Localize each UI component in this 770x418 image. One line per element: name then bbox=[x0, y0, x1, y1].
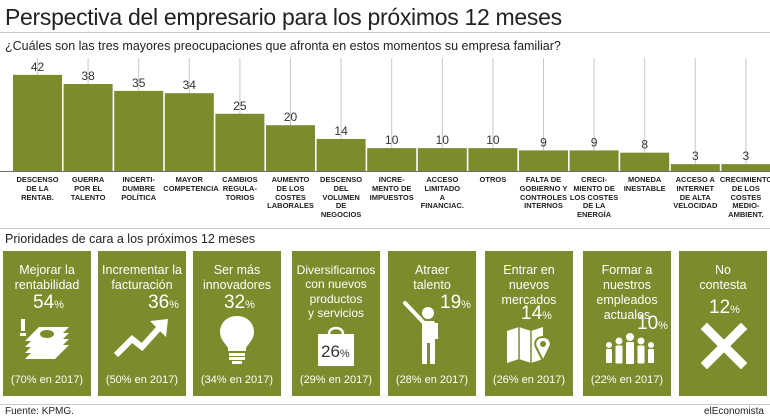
card-previous-value: (70% en 2017) bbox=[10, 374, 84, 386]
card-percentage: 19% bbox=[440, 292, 471, 313]
card-previous-value: (34% en 2017) bbox=[200, 374, 274, 386]
bar bbox=[114, 90, 164, 171]
people-group-icon bbox=[606, 333, 654, 364]
person-pointing-icon bbox=[403, 301, 438, 364]
bar-value-label: 3 bbox=[743, 149, 750, 163]
category-label: CAMBIOS REGULA- TORIOS bbox=[222, 175, 258, 202]
bar-value-label: 10 bbox=[436, 133, 450, 147]
shopping-bag-icon bbox=[318, 326, 354, 366]
bar bbox=[367, 148, 417, 171]
category-label: INCERTI- DUMBRE POLÍTICA bbox=[121, 175, 157, 202]
bar bbox=[721, 164, 770, 171]
card-label: No contesta bbox=[699, 263, 747, 292]
bar bbox=[670, 164, 720, 171]
card-label: Entrar en nuevos mercados bbox=[501, 263, 557, 307]
bar-value-label: 8 bbox=[641, 138, 648, 152]
bar bbox=[13, 74, 62, 171]
category-label: DESCENSO DEL VOLUMEN DE NEGOCIOS bbox=[320, 175, 363, 220]
bar bbox=[266, 125, 315, 171]
category-label: ACCESO LIMITADO A FINANCIAC. bbox=[420, 175, 464, 211]
card-percentage: 26% bbox=[321, 342, 350, 361]
bar bbox=[468, 148, 518, 171]
card-percentage: 10% bbox=[637, 313, 668, 334]
cross-icon bbox=[701, 323, 747, 369]
card-label: Ser más innovadores bbox=[202, 263, 272, 292]
bar-value-label: 10 bbox=[486, 133, 500, 147]
card-previous-value: (26% en 2017) bbox=[492, 374, 566, 386]
card-label: Diversificarnos con nuevos productos y s… bbox=[296, 263, 376, 321]
card-percentage: 36% bbox=[148, 292, 179, 313]
money-icon bbox=[20, 319, 69, 359]
bar bbox=[63, 84, 113, 171]
priority-card-formacion: Formar a nuestros empleados actuales 10%… bbox=[583, 251, 671, 396]
priority-card-talento: Atraer talento 19% (28% en 2017) bbox=[388, 251, 476, 396]
brand-name: elEconomista bbox=[703, 406, 764, 417]
footer-divider bbox=[0, 404, 770, 405]
card-label: Incrementar la facturación bbox=[102, 263, 182, 292]
card-percentage: 54% bbox=[33, 292, 64, 313]
priority-card-diversificar: Diversificarnos con nuevos productos y s… bbox=[292, 251, 380, 396]
bar-value-label: 3 bbox=[692, 149, 699, 163]
card-previous-value: (50% en 2017) bbox=[105, 374, 179, 386]
category-label: ACCESO A INTERNET DE ALTA VELOCIDAD bbox=[673, 175, 718, 211]
card-percentage: 14% bbox=[521, 303, 552, 324]
title-divider bbox=[0, 32, 770, 33]
lightbulb-icon bbox=[220, 316, 254, 364]
bar-value-label: 14 bbox=[334, 124, 348, 138]
bar bbox=[519, 150, 568, 171]
bar-chart: 42 38 35 34 25 20 14 10 10 10 9 9 8 3 3 bbox=[0, 58, 770, 172]
priority-card-no-contesta: No contesta 12% bbox=[679, 251, 767, 396]
category-label: MONEDA INESTABLE bbox=[623, 175, 666, 193]
category-label: AUMENTO DE LOS COSTES LABORALES bbox=[267, 175, 314, 211]
bar-value-label: 25 bbox=[233, 99, 247, 113]
card-previous-value: (22% en 2017) bbox=[590, 374, 664, 386]
chart-subtitle: ¿Cuáles son las tres mayores preocupacio… bbox=[5, 39, 561, 53]
priority-card-innovadores: Ser más innovadores 32% (34% en 2017) bbox=[193, 251, 281, 396]
priorities-title: Prioridades de cara a los próximos 12 me… bbox=[5, 232, 256, 246]
bar bbox=[569, 150, 619, 171]
category-label: CRECIMIENTO DE LOS COSTES MEDIO- AMBIENT… bbox=[719, 175, 770, 220]
category-label: OTROS bbox=[479, 175, 507, 184]
card-previous-value: (28% en 2017) bbox=[395, 374, 469, 386]
bar bbox=[316, 138, 366, 171]
priority-card-rentabilidad: Mejorar la rentabilidad 54% (70% en 2017… bbox=[3, 251, 91, 396]
bar bbox=[620, 152, 670, 171]
page-title: Perspectiva del empresario para los próx… bbox=[5, 4, 562, 30]
bar bbox=[417, 148, 467, 171]
priority-card-mercados: Entrar en nuevos mercados 14% (26% en 20… bbox=[485, 251, 573, 396]
bar-value-label: 9 bbox=[540, 135, 547, 149]
category-label: GUERRA POR EL TALENTO bbox=[70, 175, 106, 202]
category-label: INCRE- MENTO DE IMPUESTOS bbox=[369, 175, 414, 202]
card-percentage: 12% bbox=[709, 297, 740, 318]
category-label: MAYOR COMPETENCIA bbox=[163, 175, 219, 193]
card-label: Formar a nuestros empleados actuales bbox=[596, 263, 658, 322]
section-divider bbox=[0, 228, 770, 229]
source-note: Fuente: KPMG. bbox=[5, 406, 74, 417]
priority-card-facturacion: Incrementar la facturación 36% (50% en 2… bbox=[98, 251, 186, 396]
card-percentage: 32% bbox=[224, 292, 255, 313]
bar-value-label: 38 bbox=[81, 69, 95, 83]
card-previous-value: (29% en 2017) bbox=[299, 374, 373, 386]
category-label: DESCENSO DE LA RENTAB. bbox=[16, 175, 59, 202]
bar-value-label: 10 bbox=[385, 133, 399, 147]
bar bbox=[164, 93, 214, 171]
card-label: Mejorar la rentabilidad bbox=[14, 263, 80, 292]
bar-value-label: 42 bbox=[31, 60, 45, 74]
map-pin-icon bbox=[507, 327, 552, 364]
bar-value-label: 35 bbox=[132, 76, 146, 90]
category-label: FALTA DE GOBIERNO Y CONTROLES INTERNOS bbox=[519, 175, 568, 211]
bar-value-label: 9 bbox=[591, 135, 598, 149]
trend-up-icon bbox=[113, 319, 168, 358]
category-label: CRECI- MIENTO DE LOS COSTES DE LA ENERGÍ… bbox=[569, 175, 619, 220]
bar-value-label: 20 bbox=[284, 110, 298, 124]
card-label: Atraer talento bbox=[413, 263, 451, 292]
bar-value-label: 34 bbox=[183, 78, 197, 92]
bar bbox=[215, 113, 265, 171]
category-labels: DESCENSO DE LA RENTAB. GUERRA POR EL TALE… bbox=[0, 175, 770, 232]
